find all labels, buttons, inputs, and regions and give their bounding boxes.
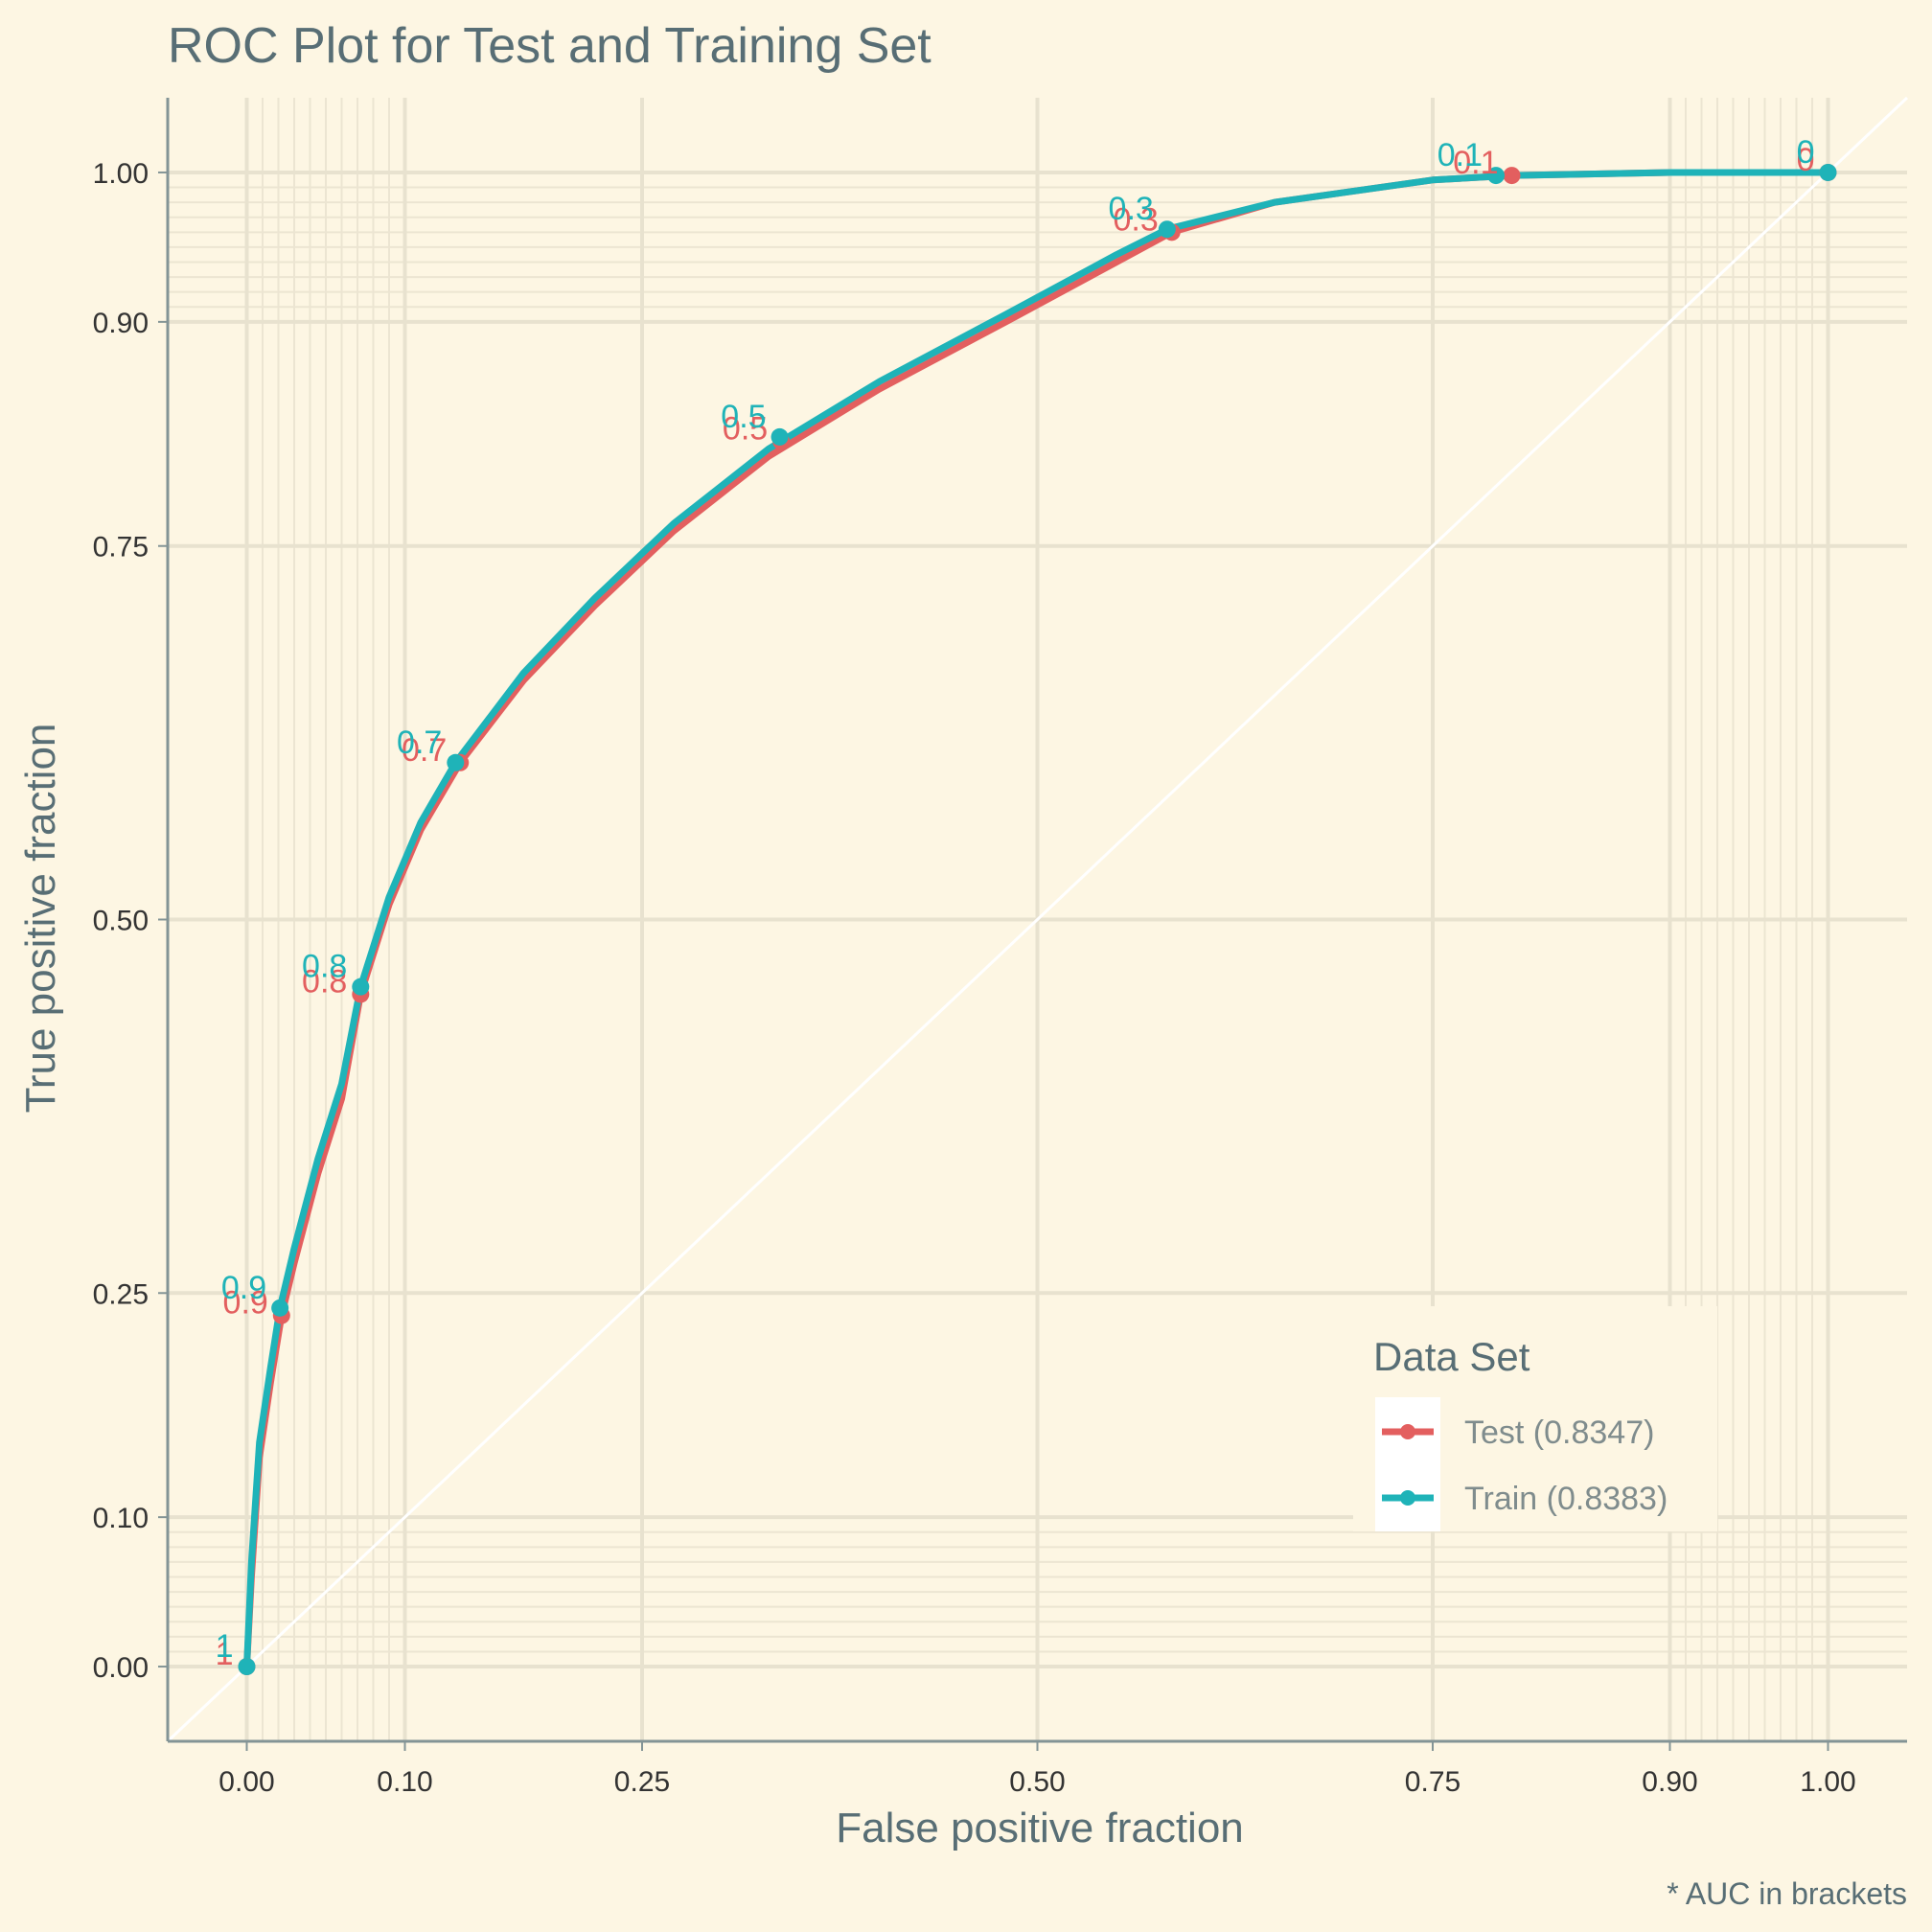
chart-caption: * AUC in brackets [1667,1876,1907,1911]
threshold-label: 1 [216,1628,234,1665]
y-tick-label: 0.75 [93,532,149,564]
threshold-label: 0.1 [1453,145,1498,181]
threshold-label: 0.5 [723,411,768,448]
threshold-label: 1 [216,1636,234,1672]
chart-title: ROC Plot for Test and Training Set [168,18,932,74]
legend: Data Set Test (0.8347) Train (0.8383) [1353,1306,1717,1531]
threshold-label: 0.7 [402,732,447,769]
threshold-point [770,427,789,446]
threshold-point [271,1299,289,1317]
threshold-point [352,978,370,996]
legend-key-point [1400,1490,1415,1506]
threshold-label: 0 [1797,142,1815,178]
legend-item-label: Train (0.8383) [1464,1481,1668,1517]
threshold-point [1819,163,1837,181]
threshold-label: 0.5 [721,399,766,435]
threshold-label: 0.3 [1113,201,1158,238]
x-tick-label: 0.50 [1009,1766,1065,1798]
threshold-label: 0.3 [1109,191,1154,227]
x-tick-label: 0.00 [218,1766,274,1798]
diagonal-reference-line [166,96,1909,1743]
threshold-label: 0.9 [223,1285,268,1322]
legend-title: Data Set [1373,1334,1530,1379]
y-tick-label: 0.10 [93,1503,149,1534]
threshold-point [238,1658,256,1676]
y-tick-label: 0.00 [93,1652,149,1684]
x-tick-label: 0.25 [614,1766,670,1798]
x-tick-label: 0.90 [1642,1766,1697,1798]
y-tick-label: 0.90 [93,308,149,339]
legend-item-label: Test (0.8347) [1464,1414,1654,1451]
threshold-point [1503,167,1521,185]
y-tick-label: 1.00 [93,158,149,190]
threshold-label: 0.8 [302,963,347,1000]
threshold-point [1487,167,1505,185]
y-axis-title: True positive fraction [17,724,64,1114]
legend-key-point [1400,1424,1415,1439]
threshold-label: 0.9 [221,1270,266,1306]
y-tick-label: 0.50 [93,906,149,937]
x-axis-ticks: 0.00 0.10 0.25 0.50 0.75 0.90 1.00 [218,1741,1856,1798]
y-tick-label: 0.25 [93,1278,149,1310]
legend-items: Test (0.8347) Train (0.8383) [1382,1414,1668,1517]
threshold-labels: 1 0.9 0.8 0.7 0.5 0.3 0.1 0 1 0.9 0.8 0.7 0.5 0.3 0.1 0 [216,134,1815,1672]
x-axis-title: False positive fraction [836,1805,1244,1852]
y-axis-ticks: 0.00 0.10 0.25 0.50 0.75 0.90 1.00 [93,158,168,1684]
x-tick-label: 1.00 [1800,1766,1855,1798]
x-tick-label: 0.75 [1405,1766,1460,1798]
threshold-points [238,163,1837,1676]
x-tick-label: 0.10 [377,1766,432,1798]
threshold-point [1158,220,1176,239]
threshold-label: 0.8 [302,949,347,985]
threshold-label: 0.1 [1438,137,1483,173]
threshold-point [447,753,465,771]
legend-key-background [1375,1397,1440,1531]
threshold-label: 0 [1797,134,1815,171]
threshold-label: 0.7 [397,724,442,761]
